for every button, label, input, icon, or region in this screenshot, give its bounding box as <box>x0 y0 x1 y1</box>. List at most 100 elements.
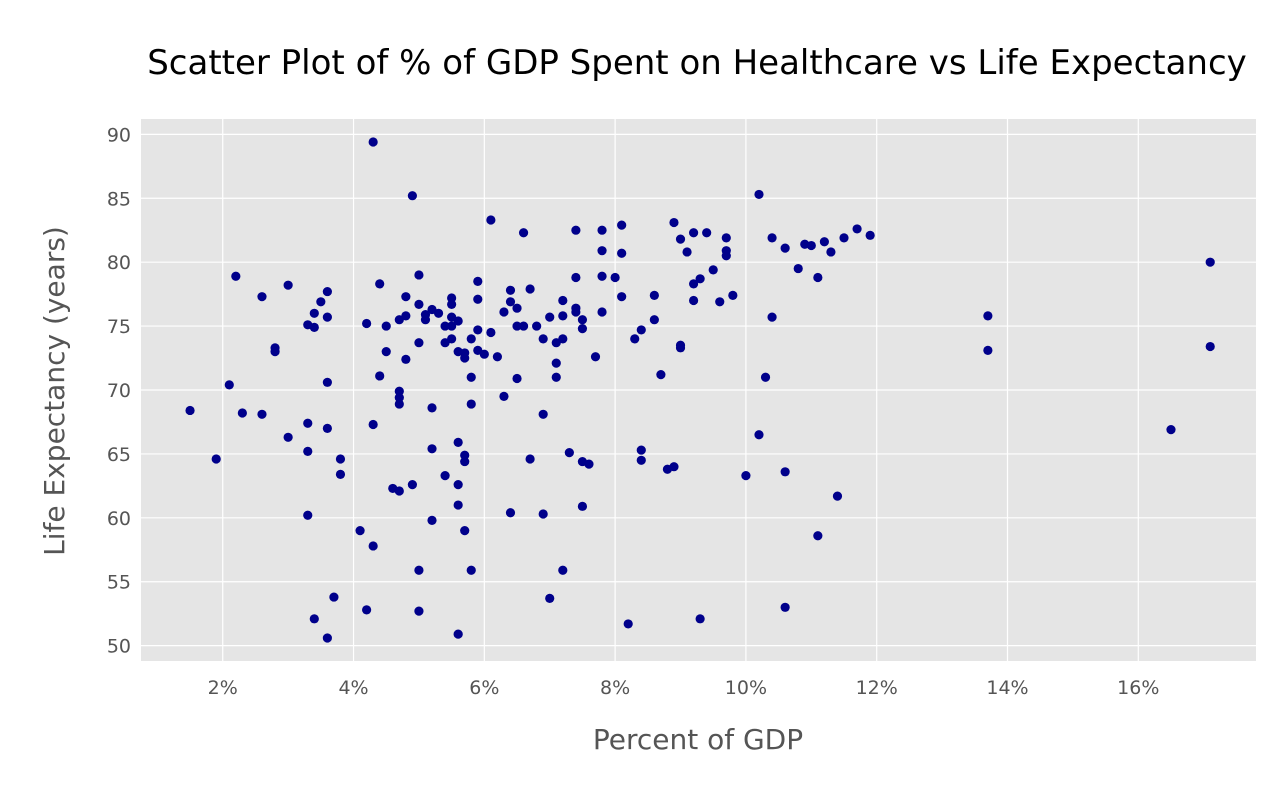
scatter-point <box>623 619 633 629</box>
scatter-point <box>518 321 529 331</box>
scatter-point <box>335 454 346 464</box>
scatter-point <box>590 352 601 362</box>
scatter-point <box>479 349 489 359</box>
scatter-point <box>505 508 516 518</box>
scatter-point <box>460 456 470 467</box>
scatter-point <box>440 471 450 481</box>
scatter-point <box>688 279 699 289</box>
x-axis-label: Percent of GDP <box>593 723 803 756</box>
scatter-point <box>767 312 777 322</box>
scatter-point <box>669 217 679 228</box>
scatter-point <box>303 446 313 456</box>
scatter-point <box>780 602 790 612</box>
scatter-point <box>767 233 777 243</box>
scatter-point <box>813 272 823 283</box>
scatter-point <box>597 307 607 317</box>
scatter-point <box>427 515 437 525</box>
scatter-point <box>401 311 411 321</box>
scatter-point <box>839 233 849 243</box>
scatter-point <box>505 297 516 307</box>
scatter-point <box>558 565 568 575</box>
scatter-point <box>362 318 372 329</box>
scatter-point <box>617 292 627 302</box>
scatter-point <box>675 343 686 353</box>
scatter-point <box>564 448 574 458</box>
scatter-point <box>453 629 463 639</box>
scatter-point <box>447 299 457 309</box>
scatter-point <box>708 265 718 275</box>
scatter-point <box>617 248 627 258</box>
scatter-point <box>309 308 319 318</box>
scatter-point <box>610 272 620 283</box>
scatter-point <box>597 246 607 256</box>
scatter-point <box>394 486 404 496</box>
scatter-point <box>819 237 829 247</box>
scatter-point <box>368 419 378 430</box>
x-tick-label: 8% <box>600 677 630 699</box>
x-tick-label: 2% <box>208 677 238 699</box>
scatter-point <box>224 380 234 390</box>
data-points <box>185 137 1215 643</box>
scatter-point <box>721 233 731 243</box>
scatter-point <box>695 274 705 284</box>
x-tick-label: 14% <box>986 677 1028 699</box>
y-tick-label: 75 <box>107 316 131 338</box>
scatter-point <box>813 531 823 541</box>
scatter-point <box>499 391 509 401</box>
scatter-point <box>597 225 607 235</box>
scatter-point <box>335 469 346 479</box>
scatter-point <box>865 230 875 240</box>
scatter-point <box>407 191 417 201</box>
scatter-point <box>636 325 646 335</box>
scatter-point <box>525 454 535 464</box>
scatter-point <box>806 240 816 251</box>
scatter-point <box>532 321 542 331</box>
scatter-point <box>283 432 293 442</box>
scatter-point <box>512 303 522 313</box>
scatter-point <box>427 403 437 413</box>
scatter-point <box>322 633 332 643</box>
scatter-point <box>440 321 450 331</box>
scatter-point <box>466 372 476 382</box>
scatter-point <box>741 471 751 481</box>
scatter-point <box>826 247 836 257</box>
scatter-point <box>283 280 293 290</box>
scatter-point <box>401 354 411 364</box>
scatter-point <box>453 316 463 326</box>
scatter-point <box>577 315 588 325</box>
x-axis-ticks: 2% 4% 6% 8% 10% 12% 14% 16% <box>208 677 1160 699</box>
scatter-point <box>558 334 568 344</box>
scatter-point <box>597 271 607 281</box>
scatter-point <box>558 295 568 306</box>
scatter-point <box>303 510 313 520</box>
scatter-point <box>394 386 404 396</box>
scatter-point <box>309 322 319 332</box>
scatter-point <box>538 334 548 344</box>
scatter-point <box>453 437 463 448</box>
scatter-point <box>1205 341 1215 352</box>
scatter-point <box>433 308 444 318</box>
scatter-point <box>636 455 646 465</box>
scatter-point <box>649 315 659 325</box>
x-tick-label: 12% <box>856 677 898 699</box>
scatter-point <box>852 224 862 234</box>
scatter-point <box>466 399 476 409</box>
scatter-point <box>688 295 699 306</box>
scatter-point <box>682 247 692 257</box>
scatter-point <box>368 137 378 147</box>
scatter-point <box>420 315 431 325</box>
scatter-point <box>414 565 424 575</box>
scatter-point <box>407 479 417 490</box>
scatter-point <box>1205 257 1215 267</box>
y-tick-label: 55 <box>107 572 131 594</box>
scatter-point <box>656 370 666 380</box>
scatter-point <box>512 321 522 331</box>
scatter-point <box>571 272 581 283</box>
scatter-point <box>505 285 516 295</box>
scatter-point <box>231 271 241 281</box>
scatter-point <box>754 430 764 440</box>
grid-lines <box>141 119 1256 661</box>
y-tick-label: 80 <box>107 252 131 274</box>
scatter-point <box>551 358 561 368</box>
